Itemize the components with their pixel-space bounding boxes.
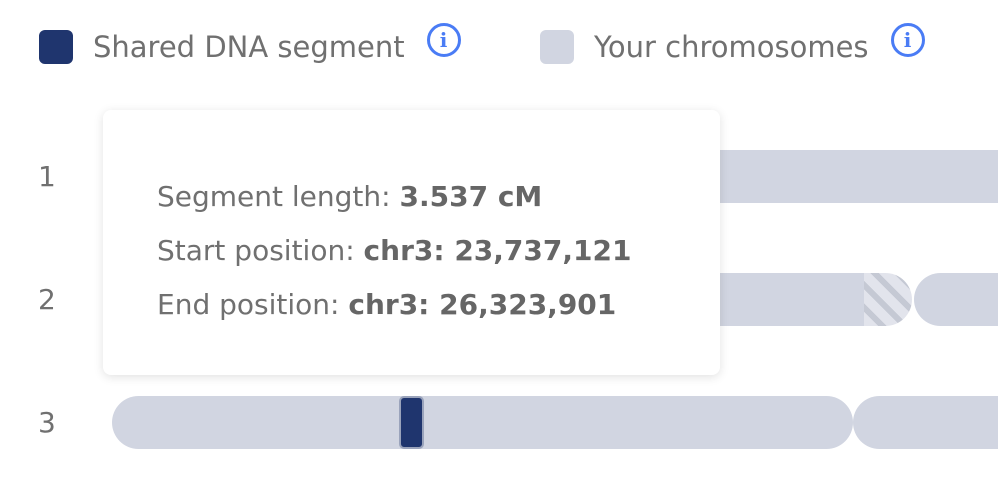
start-position: Start position: chr3: 23,737,121 [157,234,632,267]
info-icon[interactable]: i [426,23,461,57]
chromosome-label: 2 [38,283,56,316]
chromosome-swatch [540,30,574,64]
segment-length: Segment length: 3.537 cM [157,180,543,213]
chromosome-3-p-arm[interactable] [112,396,853,449]
legend-shared-segment: Shared DNA segment i [39,23,461,64]
shared-segment-swatch [39,30,73,64]
legend-label: Your chromosomes [594,30,869,64]
chromosome-2-q-arm[interactable] [914,273,998,326]
chromosome-3-q-arm[interactable] [853,396,998,449]
shared-dna-segment[interactable] [399,396,424,449]
info-icon[interactable]: i [890,23,925,57]
end-position: End position: chr3: 26,323,901 [157,288,617,321]
legend-label: Shared DNA segment [93,30,405,64]
chromosome-2-centromere [864,273,912,326]
chromosome-label: 3 [38,406,56,439]
chromosome-label: 1 [38,160,56,193]
segment-tooltip: Segment length: 3.537 cM Start position:… [103,110,720,375]
legend-your-chromosomes: Your chromosomes i [540,23,925,64]
